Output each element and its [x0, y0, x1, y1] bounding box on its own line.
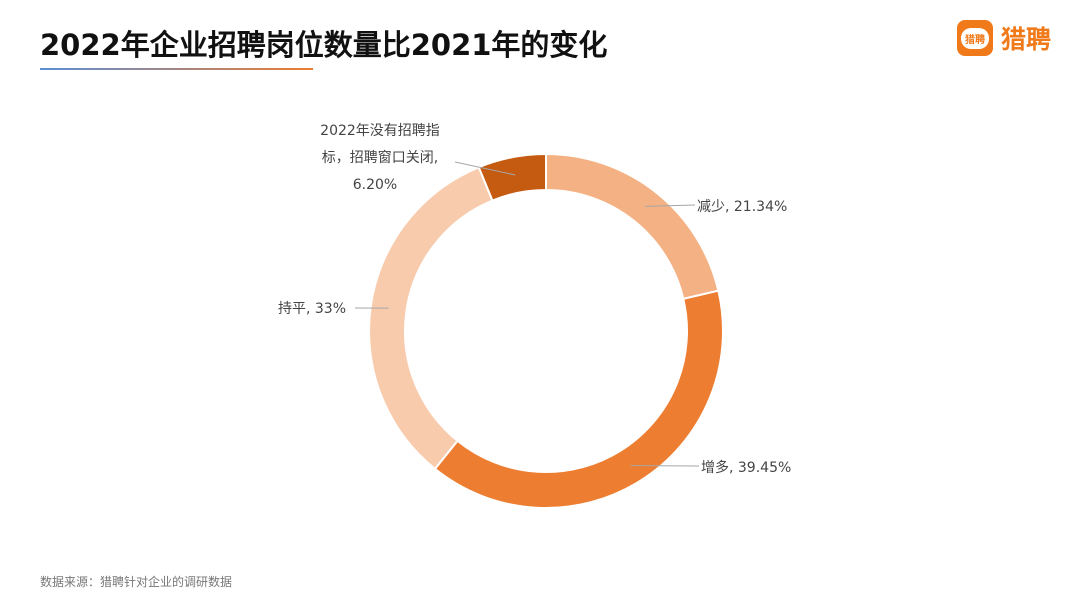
- label-increase: 增多, 39.45%: [701, 459, 791, 476]
- leader-line: [644, 204, 696, 207]
- logo-icon-text: 猎聘: [961, 27, 989, 49]
- label-decrease: 减少, 21.34%: [697, 199, 787, 215]
- liepin-logo: 猎聘 猎聘: [957, 20, 1051, 56]
- slice-closed: [477, 152, 547, 202]
- title-underline: [40, 68, 313, 70]
- slice-increase: [433, 289, 724, 509]
- logo-text: 猎聘: [1001, 25, 1052, 54]
- logo-icon: 猎聘: [957, 20, 993, 56]
- page-title: 2022年企业招聘岗位数量比2021年的变化: [40, 28, 608, 62]
- label-closed-line1: 2022年没有招聘指: [320, 123, 440, 139]
- label-flat: 持平, 33%: [278, 301, 346, 317]
- label-closed-line3: 6.20%: [353, 177, 397, 193]
- leader-line: [454, 161, 516, 176]
- slice-flat: [368, 165, 494, 471]
- slice-decrease: [545, 152, 720, 301]
- label-closed-line2: 标，招聘窗口关闭,: [322, 149, 438, 166]
- data-source: 数据来源：猎聘针对企业的调研数据: [40, 575, 233, 589]
